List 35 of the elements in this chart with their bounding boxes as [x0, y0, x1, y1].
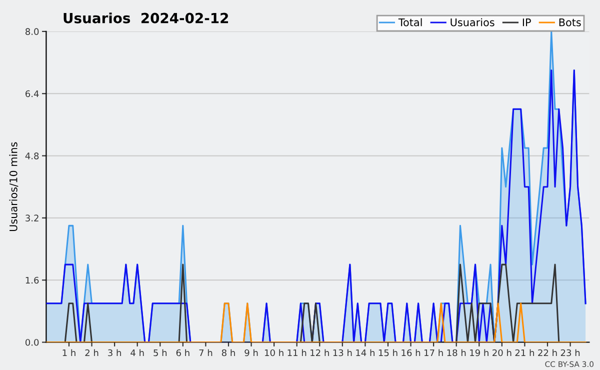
x-tick-label: 1 h [62, 349, 76, 356]
y-tick-label: 4.8 [25, 152, 39, 160]
x-tick-label: 2 h [85, 349, 98, 356]
x-tick-label: 21 h [515, 349, 534, 356]
x-tick-label: 14 h [356, 349, 374, 356]
x-tick-label: 8 h [222, 349, 235, 356]
y-tick-label: 8.0 [26, 28, 39, 36]
x-tick-label: 15 h [378, 349, 398, 356]
x-tick-label: 23 h [560, 349, 580, 356]
x-tick-label: 13 h [333, 349, 352, 356]
x-tick-label: 11 h [288, 349, 306, 356]
legend-label: Usuarios [450, 18, 494, 26]
y-tick-label: 6.4 [26, 90, 39, 98]
legend-label: Total [398, 18, 422, 26]
chart-title: Usuarios 2024-02-12 [64, 12, 228, 24]
x-tick-label: 22 h [538, 349, 557, 356]
x-tick-label: 12 h [310, 349, 329, 356]
legend-label: IP [522, 18, 531, 26]
legend-label: Bots [559, 18, 581, 26]
x-tick-label: 9 h [244, 349, 258, 356]
y-tick-label: 0.0 [25, 338, 39, 346]
x-tick-label: 7 h [199, 349, 212, 356]
x-tick-label: 19 h [470, 349, 488, 356]
x-tick-label: 3 h [108, 349, 121, 356]
y-tick-label: 3.2 [26, 214, 38, 222]
x-tick-label: 10 h [265, 349, 284, 356]
x-tick-label: 17 h [424, 349, 443, 356]
x-tick-label: 18 h [447, 349, 466, 356]
x-tick-label: 6 h [176, 349, 190, 356]
x-tick-label: 5 h [154, 349, 167, 356]
x-tick-label: 16 h [402, 349, 420, 356]
y-axis-title: Usuarios/10 mins [9, 142, 18, 232]
x-tick-label: 4 h [130, 349, 144, 356]
x-tick-label: 20 h [492, 349, 512, 356]
y-tick-label: 1.6 [26, 276, 39, 284]
